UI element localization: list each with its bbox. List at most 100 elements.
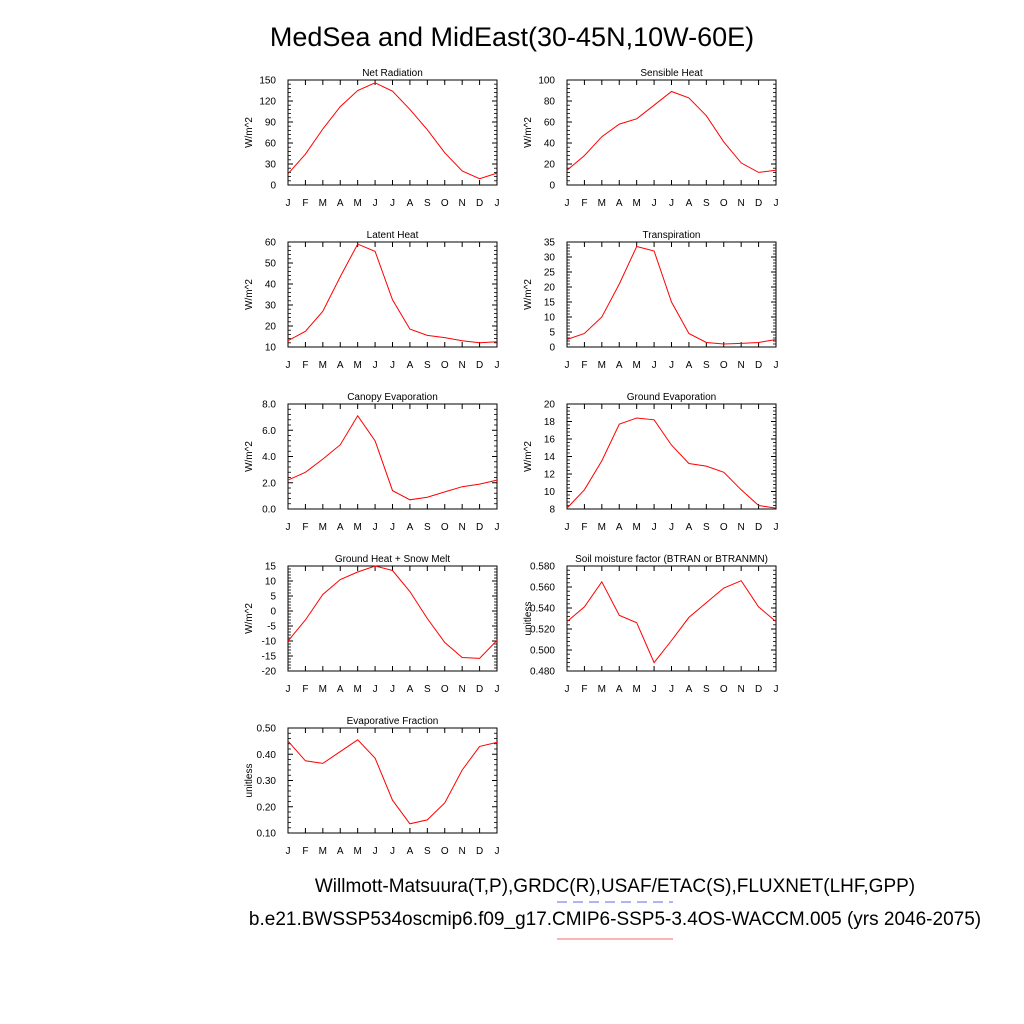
figure-title: MedSea and MidEast(30-45N,10W-60E) [270,22,754,52]
x-tick-label: J [373,846,378,857]
x-tick-label: M [632,198,640,209]
plot-frame [566,79,777,186]
x-tick-label: J [390,360,395,371]
x-tick-label: J [390,198,395,209]
chart-title: Canopy Evaporation [347,392,438,403]
chart-title: Sensible Heat [640,68,702,79]
x-tick-label: S [424,684,431,695]
x-tick-label: F [302,684,308,695]
x-tick-label: O [441,846,449,857]
x-tick-label: M [319,198,327,209]
y-tick-label: 15 [544,298,556,309]
x-tick-label: A [616,522,623,533]
y-tick-label: 5 [270,592,276,603]
y-tick-label: 0 [549,343,555,354]
plot-frame [287,79,498,186]
x-tick-label: J [774,522,779,533]
y-tick-label: 40 [265,280,277,291]
x-tick-label: J [495,360,500,371]
x-tick-label: N [459,522,466,533]
x-tick-label: F [302,198,308,209]
chart-title: Latent Heat [367,230,419,241]
x-tick-label: D [476,522,483,533]
y-tick-label: 80 [544,97,556,108]
plot-frame [287,403,498,510]
y-tick-label: 120 [259,97,276,108]
x-tick-label: J [286,846,291,857]
y-tick-label: 0.50 [257,724,277,735]
y-tick-label: 0.480 [530,667,555,678]
x-tick-label: F [302,846,308,857]
y-axis-label: W/m^2 [244,603,255,634]
y-tick-label: 60 [544,118,556,129]
x-tick-label: M [353,684,361,695]
x-tick-label: J [390,522,395,533]
y-tick-label: -20 [262,667,277,678]
x-tick-label: J [565,684,570,695]
x-tick-label: M [319,360,327,371]
x-tick-label: J [286,684,291,695]
x-tick-label: A [407,846,414,857]
x-tick-label: M [598,198,606,209]
x-tick-label: M [319,522,327,533]
x-tick-label: M [632,684,640,695]
x-tick-label: O [720,360,728,371]
y-tick-label: 30 [265,301,277,312]
y-tick-label: 20 [544,400,556,411]
x-tick-label: A [337,360,344,371]
x-tick-label: O [441,522,449,533]
y-tick-label: 0.30 [257,776,277,787]
x-tick-label: A [686,684,693,695]
chart-title: Evaporative Fraction [347,716,439,727]
chart-title: Soil moisture factor (BTRAN or BTRANMN) [575,554,768,565]
x-tick-label: J [495,846,500,857]
y-tick-label: 30 [544,253,556,264]
x-tick-label: N [459,198,466,209]
y-tick-label: 60 [265,238,277,249]
x-tick-label: M [319,684,327,695]
chart-title: Net Radiation [362,68,423,79]
plot-frame [287,565,498,672]
y-tick-label: 100 [538,76,555,87]
x-tick-label: N [738,522,745,533]
x-tick-label: A [616,198,623,209]
y-tick-label: 60 [265,139,277,150]
y-tick-label: 10 [544,313,556,324]
y-axis-label: W/m^2 [244,441,255,472]
x-tick-label: A [407,198,414,209]
x-tick-label: J [774,198,779,209]
x-tick-label: A [337,846,344,857]
y-tick-label: 150 [259,76,276,87]
x-tick-label: J [373,684,378,695]
x-tick-label: A [337,522,344,533]
x-tick-label: N [738,684,745,695]
y-tick-label: -15 [262,652,277,663]
y-tick-label: 15 [265,562,277,573]
x-tick-label: D [476,846,483,857]
x-tick-label: J [774,684,779,695]
x-tick-label: J [495,684,500,695]
y-tick-label: 5 [549,328,555,339]
x-tick-label: N [459,684,466,695]
chart-title: Ground Heat + Snow Melt [335,554,451,565]
x-tick-label: J [495,522,500,533]
series-line [566,245,777,345]
y-tick-label: 40 [544,139,556,150]
y-axis-label: W/m^2 [523,441,534,472]
x-tick-label: N [738,360,745,371]
x-tick-label: M [632,522,640,533]
x-tick-label: J [652,360,657,371]
x-tick-label: O [720,522,728,533]
footer-line-2: b.e21.BWSSP534oscmip6.f09_g17.CMIP6-SSP5… [249,909,981,930]
y-tick-label: 0.560 [530,583,555,594]
y-tick-label: 0.40 [257,750,277,761]
x-tick-label: F [581,198,587,209]
x-tick-label: A [686,522,693,533]
x-tick-label: J [286,360,291,371]
series-line [287,82,498,180]
y-tick-label: 90 [265,118,277,129]
y-tick-label: 6.0 [262,426,276,437]
y-tick-label: 0 [270,181,276,192]
y-tick-label: 14 [544,452,556,463]
